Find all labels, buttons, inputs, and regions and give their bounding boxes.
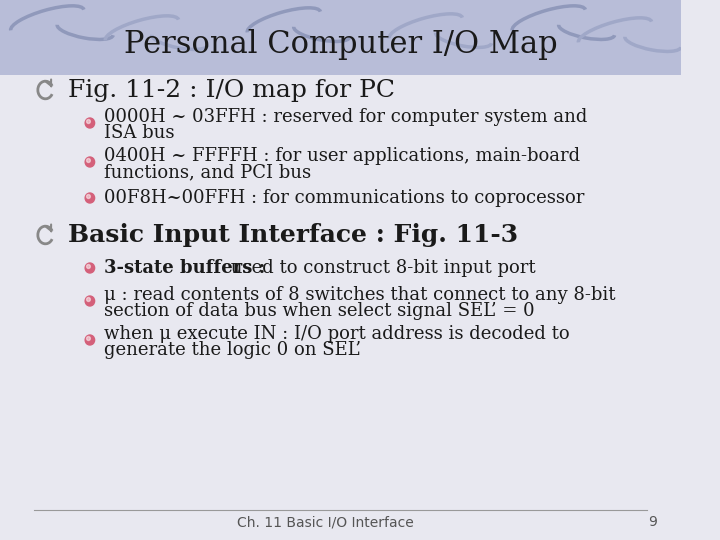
Text: 0000H ~ 03FFH : reserved for computer system and: 0000H ~ 03FFH : reserved for computer sy… [104,108,588,126]
Text: 00F8H~00FFH : for communications to coprocessor: 00F8H~00FFH : for communications to copr… [104,189,585,207]
Circle shape [85,157,94,167]
Text: Personal Computer I/O Map: Personal Computer I/O Map [124,30,557,60]
Text: generate the logic 0 on SEL’: generate the logic 0 on SEL’ [104,341,361,359]
Circle shape [86,119,91,124]
Circle shape [85,335,94,345]
Text: Basic Input Interface : Fig. 11-3: Basic Input Interface : Fig. 11-3 [68,223,518,247]
FancyBboxPatch shape [0,0,681,75]
Text: ISA bus: ISA bus [104,124,174,142]
Circle shape [86,159,91,163]
Text: Fig. 11-2 : I/O map for PC: Fig. 11-2 : I/O map for PC [68,78,395,102]
Text: 0400H ~ FFFFH : for user applications, main-board: 0400H ~ FFFFH : for user applications, m… [104,147,580,165]
Text: when μ execute IN : I/O port address is decoded to: when μ execute IN : I/O port address is … [104,325,570,343]
Text: section of data bus when select signal SEL’ = 0: section of data bus when select signal S… [104,302,535,320]
Circle shape [85,263,94,273]
Circle shape [86,194,91,199]
Text: 9: 9 [649,515,657,529]
Text: functions, and PCI bus: functions, and PCI bus [104,163,311,181]
Circle shape [86,336,91,341]
Text: Ch. 11 Basic I/O Interface: Ch. 11 Basic I/O Interface [237,515,413,529]
Circle shape [86,298,91,301]
Text: μ : read contents of 8 switches that connect to any 8-bit: μ : read contents of 8 switches that con… [104,286,616,304]
Circle shape [85,296,94,306]
Text: 3-state buffers :: 3-state buffers : [104,259,266,277]
Circle shape [86,265,91,268]
Circle shape [85,118,94,128]
Circle shape [85,193,94,203]
Text: used to construct 8-bit input port: used to construct 8-bit input port [225,259,536,277]
